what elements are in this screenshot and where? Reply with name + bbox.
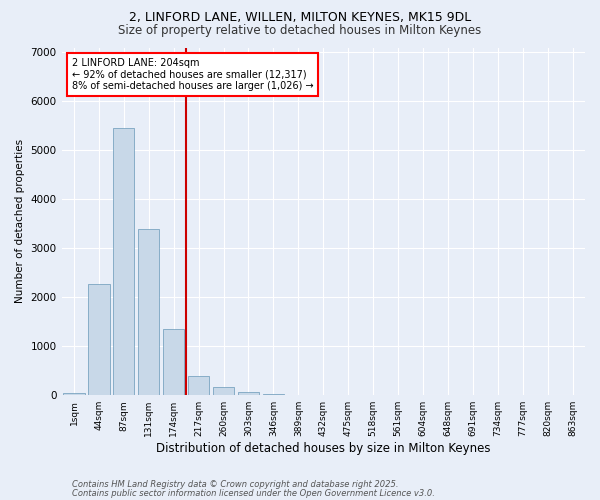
- X-axis label: Distribution of detached houses by size in Milton Keynes: Distribution of detached houses by size …: [156, 442, 491, 455]
- Text: Size of property relative to detached houses in Milton Keynes: Size of property relative to detached ho…: [118, 24, 482, 37]
- Bar: [263, 394, 284, 395]
- Y-axis label: Number of detached properties: Number of detached properties: [15, 140, 25, 304]
- Bar: [213, 388, 234, 395]
- Bar: [188, 376, 209, 395]
- Text: 2 LINFORD LANE: 204sqm
← 92% of detached houses are smaller (12,317)
8% of semi-: 2 LINFORD LANE: 204sqm ← 92% of detached…: [72, 58, 314, 91]
- Bar: [163, 329, 184, 395]
- Text: 2, LINFORD LANE, WILLEN, MILTON KEYNES, MK15 9DL: 2, LINFORD LANE, WILLEN, MILTON KEYNES, …: [129, 11, 471, 24]
- Text: Contains public sector information licensed under the Open Government Licence v3: Contains public sector information licen…: [72, 489, 435, 498]
- Text: Contains HM Land Registry data © Crown copyright and database right 2025.: Contains HM Land Registry data © Crown c…: [72, 480, 398, 489]
- Bar: [238, 392, 259, 395]
- Bar: [64, 393, 85, 395]
- Bar: [88, 284, 110, 395]
- Bar: [138, 228, 160, 395]
- Bar: [113, 128, 134, 395]
